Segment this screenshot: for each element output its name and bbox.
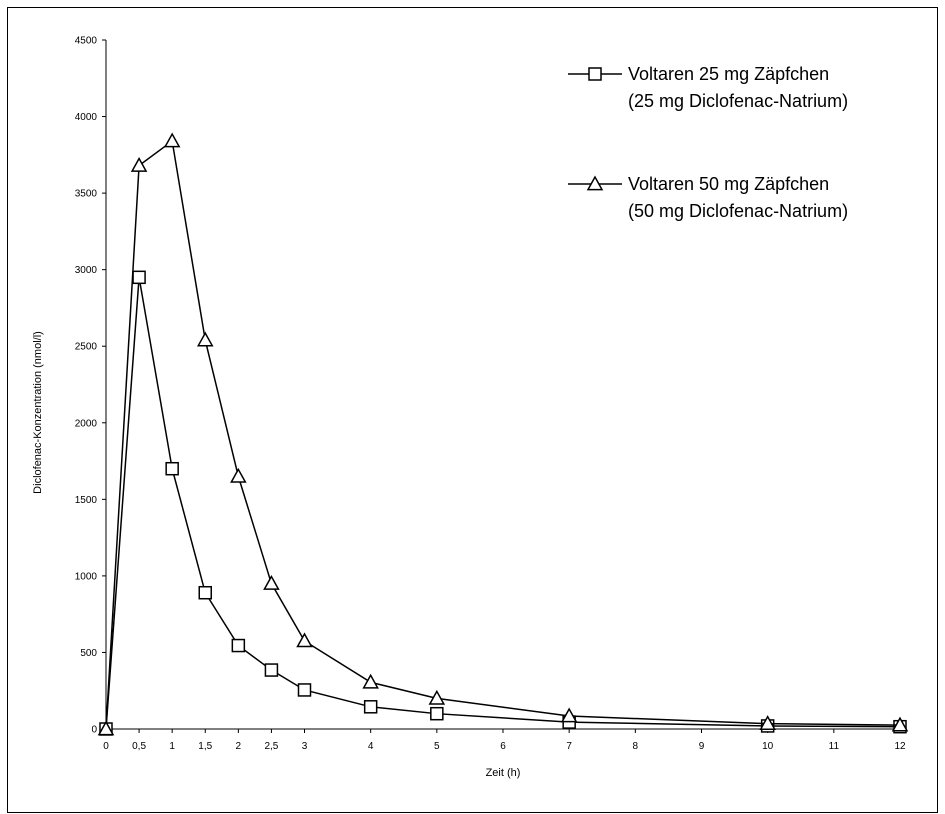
data-point-square [430,706,444,721]
x-tick-label: 5 [434,741,440,752]
y-tick-label: 4500 [75,36,98,47]
x-tick-label: 2 [236,741,242,752]
y-tick-label: 1500 [75,495,98,506]
legend-item-25mg: Voltaren 25 mg Zäpfchen (25 mg Diclofena… [568,64,848,111]
data-point-triangle [230,467,247,483]
x-tick-label: 8 [633,741,639,752]
x-tick-label: 3 [302,741,308,752]
data-point-square [363,700,378,714]
data-point-triangle [196,331,214,347]
x-tick-label: 9 [699,741,705,752]
data-point-square [165,461,179,476]
data-point-triangle [428,689,446,705]
data-point-square [132,270,146,285]
y-tick-label: 0 [91,725,97,736]
x-tick-label: 0,5 [132,741,146,752]
x-tick-label: 6 [500,741,506,752]
data-point-square [198,585,212,600]
x-tick-label: 10 [762,741,774,752]
legend-label-50mg-line1: Voltaren 50 mg Zäpfchen [628,174,829,194]
legend-label-50mg-line2: (50 mg Diclofenac-Natrium) [628,201,848,221]
legend: Voltaren 25 mg Zäpfchen (25 mg Diclofena… [568,64,848,221]
data-point-triangle [759,715,776,730]
x-tick-label: 2,5 [264,741,278,752]
x-tick-label: 4 [368,741,374,752]
x-tick-label: 12 [894,741,906,752]
data-point-triangle [362,673,379,689]
data-point-triangle [263,575,280,590]
data-point-triangle [891,716,909,732]
x-tick-label: 1,5 [198,741,212,752]
ticks: 0 500 1000 1500 2000 2500 3000 3500 4000 4500 0 0,5… [75,36,906,753]
y-tick-label: 2500 [75,342,98,353]
data-point-triangle [97,720,115,736]
legend-item-50mg: Voltaren 50 mg Zäpfchen (50 mg Diclofena… [568,174,848,221]
series-line-square [105,277,901,730]
x-axis-title: Zeit (h) [486,767,521,779]
y-tick-label: 3000 [75,265,98,276]
x-tick-label: 1 [169,741,175,752]
x-tick-label: 7 [566,741,572,752]
y-tick-label: 1000 [75,571,98,582]
data-point-square [297,683,312,697]
data-point-triangle [163,132,181,148]
y-tick-label: 500 [80,648,97,659]
y-axis-title: Diclofenac-Konzentration (nmol/l) [32,331,44,494]
legend-label-25mg-line1: Voltaren 25 mg Zäpfchen [628,64,829,84]
legend-label-25mg-line2: (25 mg Diclofenac-Natrium) [628,91,848,111]
data-point-square [231,638,246,653]
y-tick-label: 4000 [75,112,98,123]
x-tick-label: 0 [103,741,109,752]
y-tick-label: 3500 [75,189,98,200]
data-point-triangle [130,157,148,172]
x-tick-label: 11 [829,741,840,752]
legend-triangle-marker [586,175,604,191]
data-point-square [264,663,279,677]
data-point-triangle [296,632,313,648]
y-tick-label: 2000 [75,418,98,429]
data-point-triangle [560,707,578,723]
series-line-triangle [105,139,901,730]
series-layer [97,132,909,736]
legend-square-marker [588,67,602,81]
